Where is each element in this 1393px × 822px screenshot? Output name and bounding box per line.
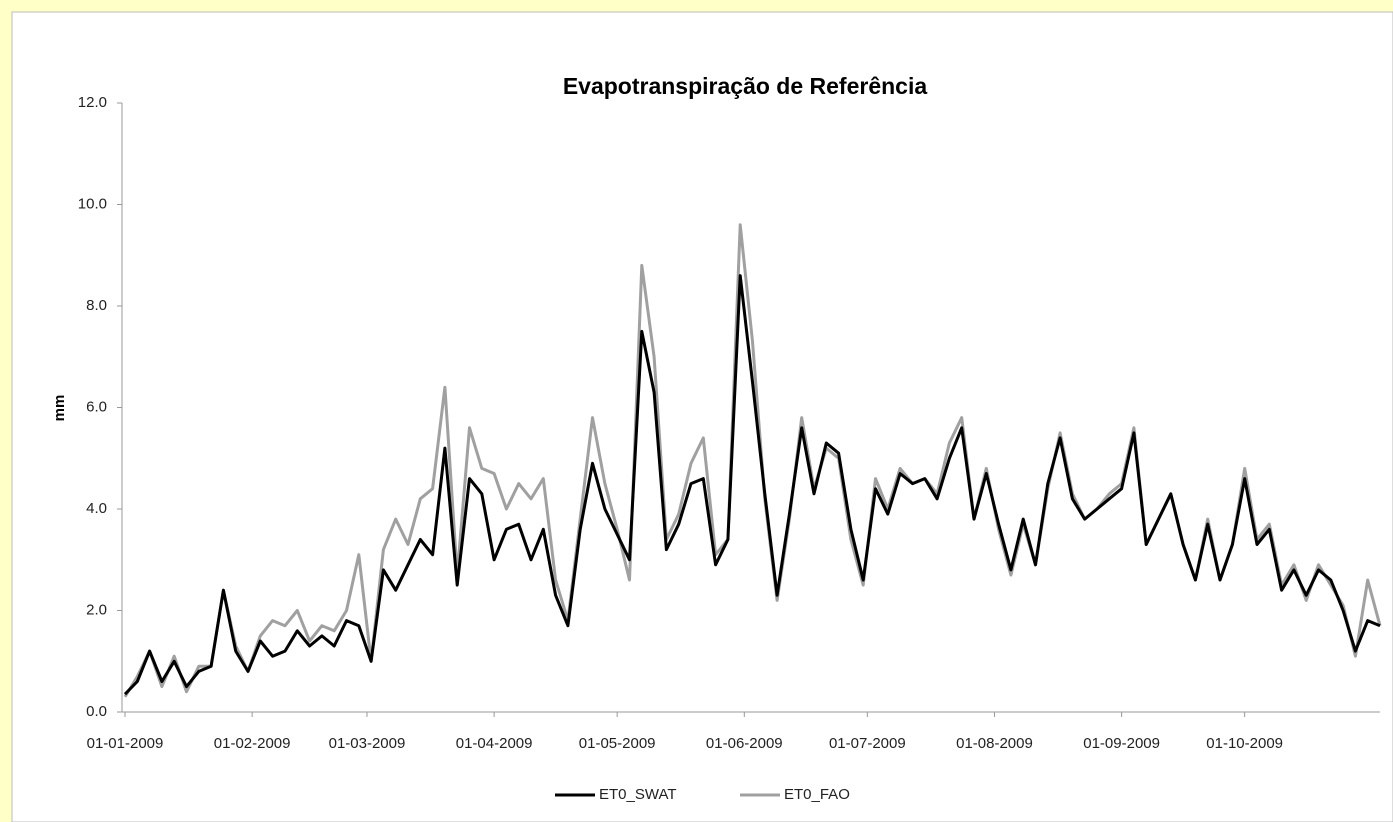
x-tick-label: 01-06-2009 (706, 735, 783, 752)
y-tick-label: 2.0 (86, 601, 107, 618)
chart-title: Evapotranspiração de Referência (563, 73, 928, 99)
legend-label: ET0_FAO (784, 786, 850, 803)
legend-label: ET0_SWAT (599, 786, 677, 803)
x-tick-label: 01-03-2009 (329, 735, 406, 752)
x-tick-label: 01-10-2009 (1206, 735, 1283, 752)
x-tick-label: 01-08-2009 (956, 735, 1033, 752)
y-tick-label: 8.0 (86, 297, 107, 314)
x-tick-label: 01-02-2009 (214, 735, 291, 752)
y-tick-label: 0.0 (86, 703, 107, 720)
x-tick-label: 01-04-2009 (456, 735, 533, 752)
x-tick-label: 01-01-2009 (87, 735, 164, 752)
y-tick-label: 12.0 (78, 94, 107, 111)
x-tick-label: 01-05-2009 (579, 735, 656, 752)
y-axis-label: mm (51, 395, 68, 422)
x-tick-label: 01-07-2009 (829, 735, 906, 752)
y-tick-label: 6.0 (86, 398, 107, 415)
series-line (123, 274, 1381, 696)
y-tick-label: 10.0 (78, 195, 107, 212)
x-tick-label: 01-09-2009 (1083, 735, 1160, 752)
y-tick-label: 4.0 (86, 500, 107, 517)
chart-area (11, 11, 1393, 822)
